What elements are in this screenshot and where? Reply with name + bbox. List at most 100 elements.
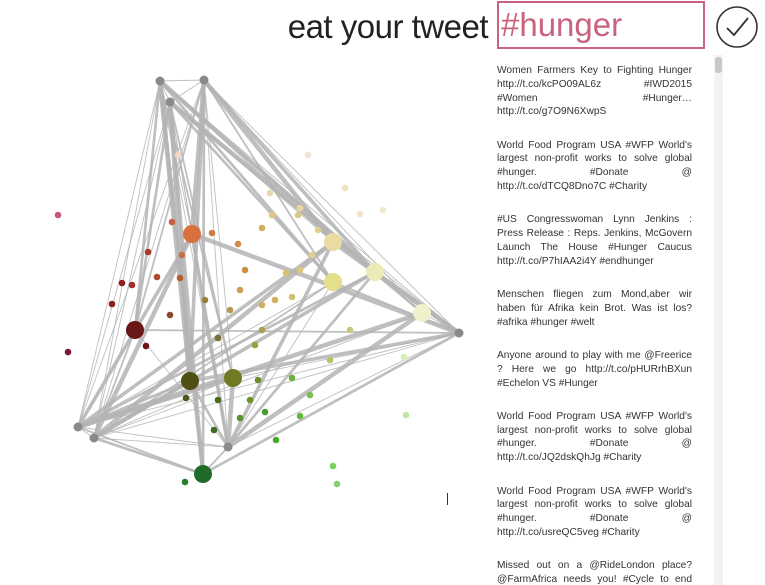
edge — [77, 79, 205, 428]
tweet-dot — [308, 251, 316, 259]
tweet[interactable]: World Food Program USA #WFP World's larg… — [497, 139, 692, 193]
tweet-dot — [304, 151, 312, 159]
tweet-dot — [258, 224, 266, 232]
edge — [93, 312, 423, 439]
tweet-graph — [54, 75, 464, 488]
edge — [159, 80, 460, 334]
tweet-dot — [118, 279, 126, 287]
tweet[interactable]: #US Congresswoman Lynn Jenkins : Press R… — [497, 214, 692, 267]
tweet-dot — [326, 356, 334, 364]
edge — [159, 80, 229, 448]
tweet-dot — [108, 300, 116, 308]
edge — [77, 332, 460, 428]
text-cursor — [447, 493, 448, 505]
tweet-dot — [271, 296, 279, 304]
tweet[interactable]: World Food Program USA #WFP World's larg… — [497, 485, 692, 538]
edge — [93, 79, 205, 439]
tweet[interactable]: Women Farmers Key to Fighting Hunger htt… — [497, 65, 692, 118]
edge — [373, 270, 461, 335]
edge — [77, 80, 161, 428]
scrollbar[interactable] — [714, 55, 723, 585]
edge — [93, 329, 136, 439]
tweet[interactable]: World Food Program USA #WFP World's larg… — [497, 410, 692, 464]
cluster-node — [224, 369, 242, 387]
edge — [169, 101, 460, 334]
edge — [225, 377, 236, 448]
tweet-dot — [166, 311, 174, 319]
tweet-dot — [288, 293, 296, 301]
tweet-dot — [236, 414, 244, 422]
edge — [159, 79, 205, 82]
edge — [91, 233, 195, 439]
hub-node — [89, 433, 99, 443]
edge — [93, 101, 171, 439]
tweet-dot — [288, 374, 296, 382]
edge — [168, 101, 335, 283]
tweet-dot — [214, 334, 222, 342]
tweet-dot — [272, 436, 280, 444]
edge — [93, 270, 376, 440]
edge — [93, 332, 460, 439]
search-input[interactable]: #hunger — [497, 1, 705, 49]
app-title: eat your tweet — [287, 8, 489, 45]
cluster-node — [126, 321, 144, 339]
edge — [93, 80, 161, 439]
tweet-dot — [346, 326, 354, 334]
tweet-dot — [258, 301, 266, 309]
hub-node — [199, 75, 209, 85]
tweet[interactable]: Missed out on a @RideLondon place? @Farm… — [497, 560, 692, 585]
scroll-thumb[interactable] — [715, 57, 722, 73]
submit-button[interactable] — [715, 5, 759, 49]
hub-node — [155, 76, 165, 86]
edge — [203, 79, 460, 334]
tweet-dot — [176, 274, 184, 282]
tweet-dot — [258, 326, 266, 334]
cluster-node — [324, 233, 342, 251]
edge — [169, 101, 234, 379]
tweet[interactable]: Anyone around to play with me @Freerice … — [497, 349, 692, 389]
edge — [169, 101, 229, 448]
edge — [77, 281, 334, 428]
tweet-dot — [251, 341, 259, 349]
tweet-dot — [226, 306, 234, 314]
edge — [226, 311, 424, 449]
edge — [227, 332, 460, 448]
tweet-dot — [178, 251, 186, 259]
tweet-dot — [208, 229, 216, 237]
edge — [92, 240, 335, 440]
tweet-dot — [153, 273, 161, 281]
edge — [93, 436, 204, 476]
edge — [77, 329, 136, 428]
edge — [133, 101, 172, 331]
tweet[interactable]: Menschen fliegen zum Mond,aber wir haben… — [497, 289, 692, 328]
tweet-dot — [210, 426, 218, 434]
tweet-dot — [201, 296, 209, 304]
edge — [133, 80, 162, 331]
tweet-dot — [296, 412, 304, 420]
tweet-dot — [142, 342, 150, 350]
edge — [202, 78, 377, 274]
tweet-dot — [261, 408, 269, 416]
tweet-dot — [400, 353, 408, 361]
edge — [93, 377, 234, 439]
hub-node — [73, 422, 83, 432]
tweet-dot — [181, 478, 189, 486]
tweet-dot — [294, 211, 302, 219]
tweet-dot — [174, 151, 182, 159]
tweet-dot — [254, 376, 262, 384]
tweet-dot — [306, 391, 314, 399]
tweet-dot — [236, 286, 244, 294]
cluster-node — [194, 465, 212, 483]
cluster-node — [324, 273, 342, 291]
tweet-dot — [314, 226, 322, 234]
hub-node — [165, 97, 175, 107]
cluster-node — [181, 372, 199, 390]
tweet-dot — [329, 462, 337, 470]
tweet-dot — [402, 411, 410, 419]
edge — [232, 332, 460, 379]
edge — [93, 437, 229, 448]
tweet-dot — [214, 396, 222, 404]
edge — [226, 241, 335, 448]
